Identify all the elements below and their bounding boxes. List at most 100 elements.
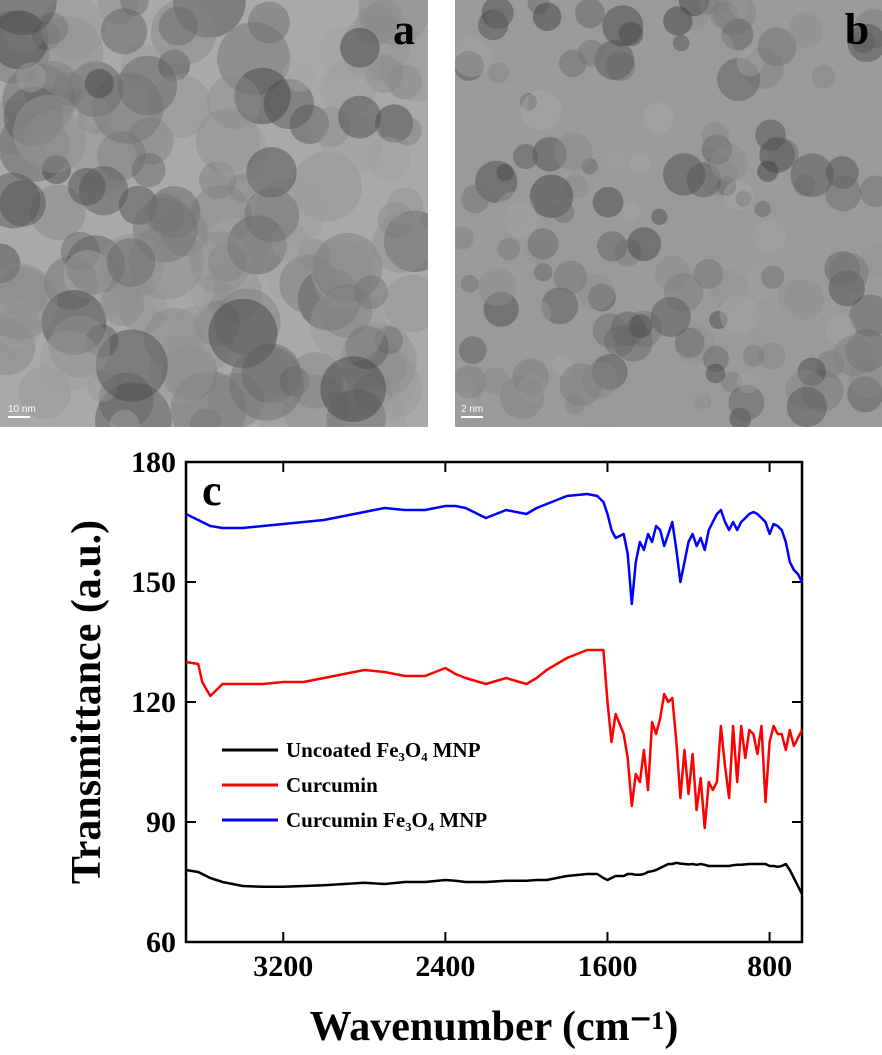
particle — [859, 175, 882, 207]
particle — [382, 275, 428, 333]
particle — [481, 0, 514, 29]
particle — [39, 330, 100, 392]
particle — [98, 372, 154, 427]
particle — [481, 367, 509, 395]
particle — [581, 361, 618, 399]
particle — [244, 187, 300, 243]
particle — [529, 174, 574, 219]
particle — [344, 341, 418, 415]
particle — [613, 322, 653, 362]
particle — [143, 308, 205, 369]
particle — [625, 310, 663, 348]
particle — [0, 10, 51, 84]
particle — [0, 172, 41, 229]
particle — [320, 356, 386, 422]
particle — [672, 34, 690, 52]
particle — [553, 260, 588, 294]
particle — [618, 21, 644, 47]
particle — [96, 131, 146, 181]
particle — [208, 298, 278, 369]
particle — [340, 322, 417, 400]
particle — [310, 106, 351, 148]
particle — [369, 347, 408, 386]
particle — [825, 314, 856, 345]
particle — [816, 350, 845, 378]
y-tick-label: 150 — [131, 566, 176, 599]
panel-label: b — [845, 5, 869, 54]
particle — [199, 161, 237, 199]
particle — [23, 109, 87, 173]
particle — [52, 72, 87, 107]
particle — [483, 291, 519, 327]
particle — [241, 343, 302, 404]
particle — [119, 285, 168, 335]
image-background — [455, 0, 882, 427]
particle — [742, 344, 765, 367]
particle — [246, 147, 297, 198]
particle — [455, 376, 476, 400]
particle — [777, 279, 810, 313]
particle — [521, 90, 562, 131]
particle — [312, 232, 383, 303]
particle — [527, 0, 550, 15]
particle — [455, 371, 482, 408]
particle — [721, 18, 754, 51]
particle — [698, 155, 738, 196]
particle — [217, 22, 291, 96]
particle — [678, 0, 711, 31]
particle — [0, 243, 21, 284]
particle — [671, 0, 698, 15]
particle — [41, 155, 71, 185]
particle — [729, 407, 752, 427]
particle — [581, 158, 598, 175]
particle — [605, 51, 636, 82]
particle — [377, 201, 414, 238]
particle — [499, 375, 544, 420]
particle — [458, 336, 487, 365]
particle — [3, 12, 45, 54]
particle — [63, 250, 113, 299]
particle — [749, 329, 766, 346]
particle — [477, 9, 509, 41]
series-line — [185, 492, 804, 606]
particle — [345, 325, 389, 370]
particle — [847, 23, 882, 63]
particle — [383, 210, 428, 273]
particle — [628, 314, 653, 339]
particle — [755, 119, 786, 151]
particle — [532, 2, 562, 31]
particle — [793, 174, 816, 197]
particle — [72, 128, 135, 192]
particle — [797, 357, 826, 386]
particle — [787, 12, 824, 48]
particle — [146, 76, 195, 125]
particle — [497, 237, 521, 261]
particle — [678, 0, 710, 17]
particle — [0, 100, 39, 155]
particle — [247, 1, 290, 44]
particle — [622, 202, 640, 220]
particle — [66, 235, 125, 295]
particle — [643, 102, 674, 134]
particle — [717, 57, 761, 101]
y-tick-label: 120 — [131, 686, 176, 719]
particle — [13, 94, 87, 168]
particle — [95, 382, 172, 427]
particle — [533, 263, 553, 282]
particle — [679, 53, 708, 82]
particle — [824, 250, 861, 287]
particle — [319, 284, 373, 338]
particle — [709, 270, 749, 310]
particle — [847, 376, 882, 413]
particle — [594, 40, 635, 81]
particle — [460, 274, 479, 293]
particle — [559, 49, 587, 78]
particle — [266, 246, 323, 304]
particle — [563, 174, 589, 199]
particle — [728, 384, 765, 421]
particle — [282, 57, 317, 92]
particle — [613, 239, 642, 267]
particle — [310, 287, 386, 363]
particle — [229, 346, 304, 421]
